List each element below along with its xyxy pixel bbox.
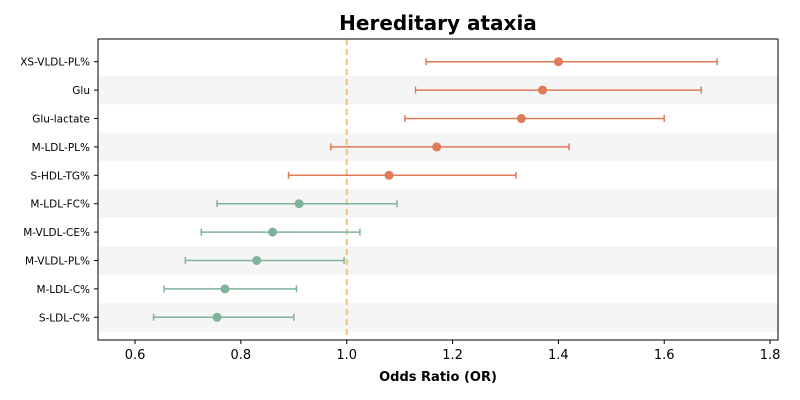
or-point [220, 284, 230, 294]
plot-frame [97, 38, 779, 341]
y-tick-label: M-VLDL-PL% [25, 255, 90, 267]
y-tick-label: M-VLDL-CE% [23, 227, 90, 239]
x-tick-label: 1.0 [336, 348, 357, 363]
y-tick-label: S-HDL-TG% [31, 170, 90, 182]
confidence-intervals [152, 58, 718, 321]
or-point [553, 57, 563, 67]
x-axis-ticks: 0.6 0.8 1.0 1.2 1.4 1.6 1.8 [125, 340, 781, 363]
or-point [294, 199, 304, 209]
row-band [98, 189, 778, 218]
odds-ratio-points [212, 57, 563, 322]
y-tick-label: M-LDL-FC% [30, 199, 90, 211]
or-point [538, 85, 548, 95]
x-tick-label: 1.6 [654, 348, 675, 363]
y-axis-labels: XS-VLDL-PL% Glu Glu-lactate M-LDL-PL% S-HDL-… [20, 57, 98, 324]
y-tick-label: Glu [72, 85, 90, 97]
y-tick-label: M-LDL-C% [36, 284, 90, 296]
x-axis-title: Odds Ratio (OR) [379, 370, 497, 385]
y-tick-label: S-LDL-C% [39, 312, 90, 324]
x-tick-label: 1.8 [760, 348, 781, 363]
x-tick-label: 1.2 [442, 348, 463, 363]
x-tick-label: 0.6 [125, 348, 146, 363]
or-point [252, 255, 262, 265]
y-tick-label: M-LDL-PL% [32, 142, 90, 154]
or-point [268, 227, 278, 237]
or-point [516, 114, 526, 124]
row-bands [98, 75, 778, 332]
chart-title: Hereditary ataxia [339, 11, 537, 35]
x-tick-label: 1.4 [548, 348, 569, 363]
or-point [384, 170, 394, 180]
x-tick-label: 0.8 [231, 348, 252, 363]
or-point [432, 142, 442, 152]
y-tick-label: Glu-lactate [32, 114, 90, 126]
y-tick-label: XS-VLDL-PL% [20, 57, 90, 69]
or-point [212, 312, 222, 322]
